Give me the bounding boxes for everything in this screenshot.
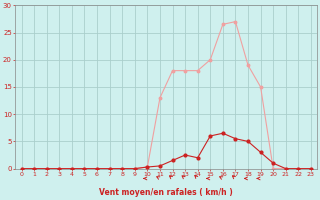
X-axis label: Vent moyen/en rafales ( km/h ): Vent moyen/en rafales ( km/h ) — [100, 188, 233, 197]
